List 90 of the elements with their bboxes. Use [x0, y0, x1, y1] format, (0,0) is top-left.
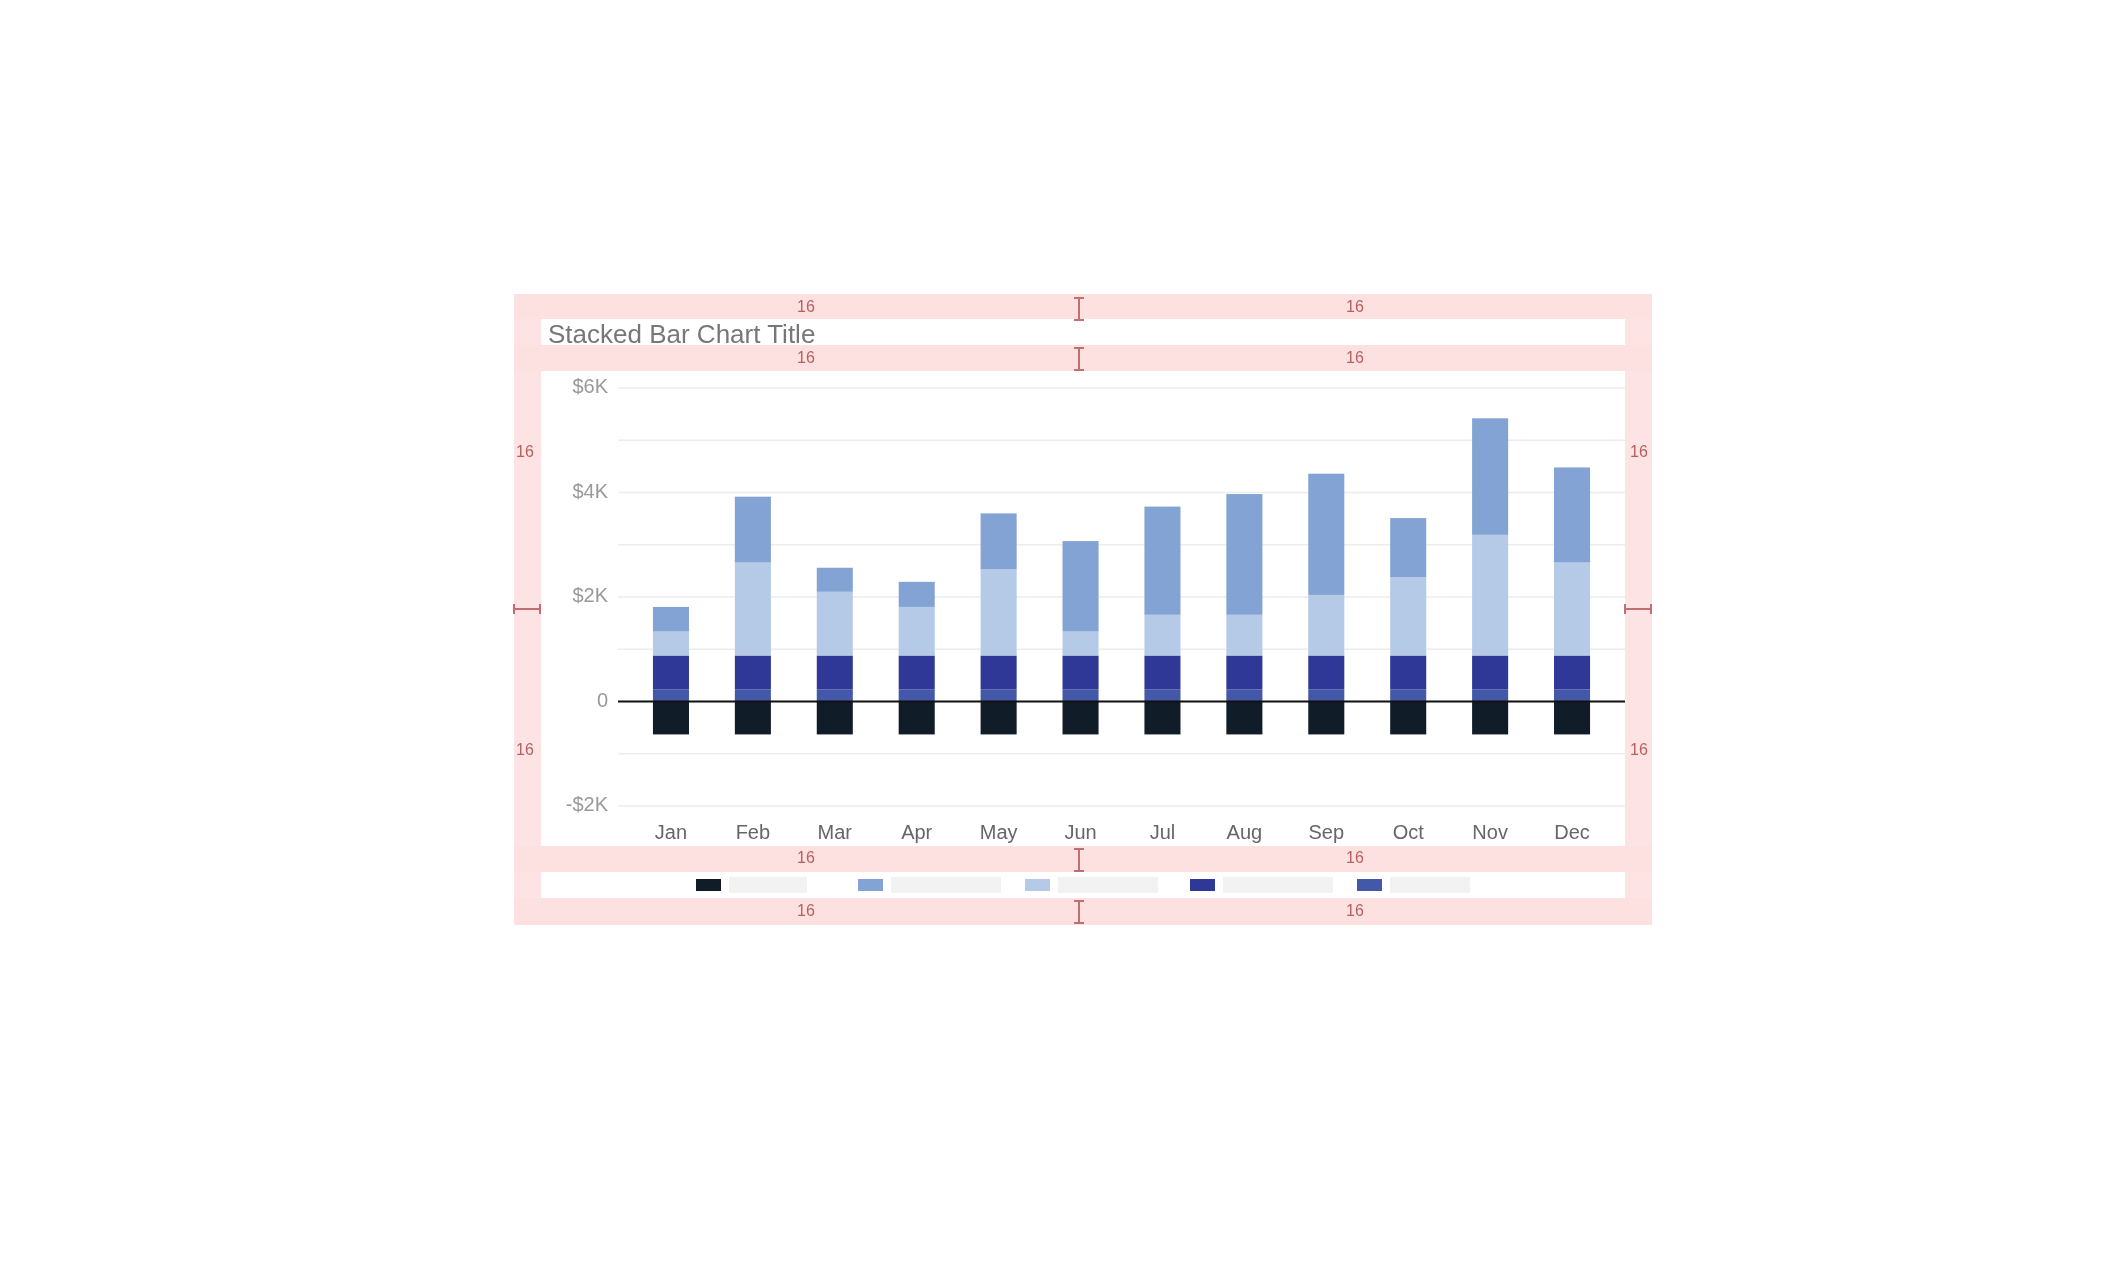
- bar: [734, 701, 771, 735]
- text: 16: [797, 849, 815, 867]
- text: 16: [797, 349, 815, 367]
- bar: [898, 606, 935, 656]
- bar: [1308, 594, 1345, 656]
- bar: [1554, 701, 1591, 735]
- bar: [1390, 689, 1427, 702]
- bar: [1472, 418, 1509, 535]
- bar: [652, 689, 689, 702]
- bar: [980, 569, 1017, 656]
- x-tick-label: Aug: [1226, 821, 1263, 844]
- x-tick-label: Apr: [901, 821, 933, 844]
- bar: [1226, 689, 1263, 702]
- bar: [1390, 701, 1427, 735]
- bar: [1062, 689, 1099, 702]
- text: 16: [1630, 741, 1648, 759]
- y-tick-label: $4K: [572, 479, 609, 502]
- bar: [1390, 655, 1427, 690]
- bar: [816, 655, 853, 690]
- bar: [734, 689, 771, 702]
- bar: [1554, 562, 1591, 656]
- text: 16: [1346, 298, 1364, 316]
- text: 16: [797, 298, 815, 316]
- x-tick-label: Sep: [1308, 821, 1345, 844]
- text: 16: [516, 741, 534, 759]
- bar: [1144, 614, 1181, 656]
- text: 16: [1346, 349, 1364, 367]
- bar: [734, 562, 771, 656]
- x-tick-label: Nov: [1472, 821, 1508, 844]
- text: 16: [1346, 849, 1364, 867]
- bar: [1062, 701, 1099, 735]
- bar: [1144, 506, 1181, 615]
- bar: [898, 581, 935, 607]
- bar: [1308, 689, 1345, 702]
- bar: [816, 701, 853, 735]
- bar: [734, 496, 771, 563]
- x-tick-label: Jan: [654, 821, 688, 844]
- bar: [1308, 473, 1345, 595]
- bar: [1062, 655, 1099, 690]
- text: 16: [797, 902, 815, 920]
- y-tick-label: -$2K: [565, 793, 609, 816]
- bar: [1554, 655, 1591, 690]
- bar: [1144, 689, 1181, 702]
- bar: [1554, 689, 1591, 702]
- bar: [1308, 701, 1345, 735]
- text: 16: [1630, 443, 1648, 461]
- bar: [1390, 518, 1427, 578]
- bar: [1308, 655, 1345, 690]
- bar: [1390, 577, 1427, 656]
- x-tick-label: Jul: [1149, 821, 1176, 844]
- y-tick-label: 0: [596, 688, 608, 711]
- bar: [980, 689, 1017, 702]
- chart-title: Stacked Bar Chart Title: [548, 318, 816, 349]
- bar: [816, 567, 853, 592]
- bar: [1062, 631, 1099, 656]
- bar: [1226, 494, 1263, 615]
- bar: [898, 701, 935, 735]
- bar: [734, 655, 771, 690]
- bar: [1062, 541, 1099, 632]
- bar: [816, 591, 853, 656]
- bar: [652, 631, 689, 656]
- bar: [980, 655, 1017, 690]
- x-tick-label: Dec: [1554, 821, 1590, 844]
- bar: [1554, 467, 1591, 563]
- bar: [652, 655, 689, 690]
- bar: [980, 513, 1017, 570]
- y-tick-label: $6K: [572, 375, 609, 398]
- bar: [1472, 534, 1509, 656]
- x-tick-label: Mar: [817, 821, 853, 844]
- text: 16: [516, 443, 534, 461]
- x-tick-label: Feb: [735, 821, 771, 844]
- bar: [816, 689, 853, 702]
- bar: [1144, 701, 1181, 735]
- x-tick-label: May: [979, 821, 1018, 844]
- bar: [898, 689, 935, 702]
- text: 16: [1346, 902, 1364, 920]
- x-tick-label: Jun: [1064, 821, 1097, 844]
- bar: [1226, 655, 1263, 690]
- bar: [898, 655, 935, 690]
- bar: [1226, 614, 1263, 656]
- bar: [652, 701, 689, 735]
- bar: [1472, 655, 1509, 690]
- bar: [980, 701, 1017, 735]
- x-tick-label: Oct: [1392, 821, 1425, 844]
- bar: [652, 606, 689, 632]
- bar: [1472, 701, 1509, 735]
- y-tick-label: $2K: [572, 584, 609, 607]
- bar: [1472, 689, 1509, 702]
- bar: [1144, 655, 1181, 690]
- bar: [1226, 701, 1263, 735]
